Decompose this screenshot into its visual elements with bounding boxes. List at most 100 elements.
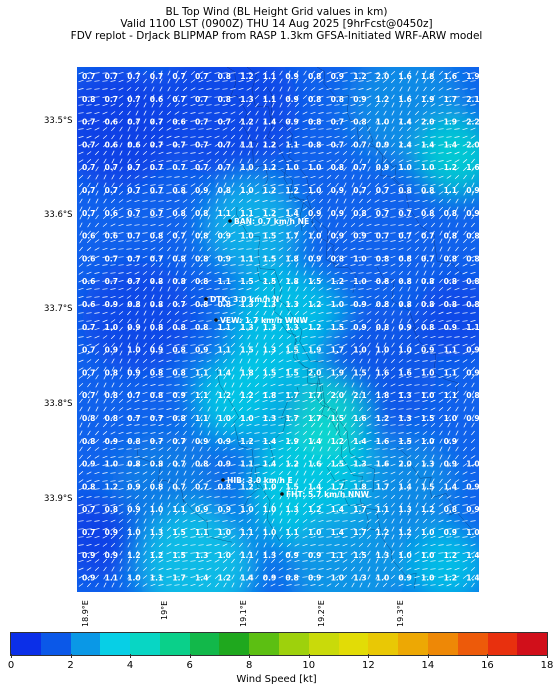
grid-value: 1.0: [240, 414, 253, 423]
colorbar-segment: [219, 633, 250, 655]
colorbar-tick-label: 6: [186, 660, 193, 671]
grid-value: 1.1: [331, 551, 344, 560]
grid-value: 2.1: [353, 391, 366, 400]
title-line-2: Valid 1100 LST (0900Z) THU 14 Aug 2025 […: [120, 18, 433, 30]
grid-value: 0.7: [150, 163, 163, 172]
grid-value: 1.5: [398, 437, 411, 446]
grid-value: 0.9: [105, 551, 118, 560]
colorbar-tick-label: 12: [361, 660, 375, 671]
grid-value: 0.8: [127, 300, 140, 309]
grid-value: 1.0: [466, 528, 479, 537]
station-label: VEW: 1.7 km/h WNW: [220, 316, 309, 325]
grid-value: 0.8: [127, 460, 140, 469]
grid-value: 1.3: [263, 346, 276, 355]
grid-value: 0.8: [444, 300, 457, 309]
grid-value: 0.7: [218, 140, 231, 149]
grid-value: 0.9: [127, 505, 140, 514]
colorbar-tick-label: 8: [246, 660, 253, 671]
grid-value: 1.0: [376, 346, 389, 355]
grid-value: 1.2: [444, 551, 457, 560]
colorbar-tick-mark: [308, 654, 310, 658]
grid-value: 1.0: [421, 528, 434, 537]
grid-value: 0.9: [331, 186, 344, 195]
grid-value: 0.7: [105, 254, 118, 263]
lat-label: 33.7°S: [44, 304, 73, 314]
grid-value: 1.0: [240, 186, 253, 195]
colorbar: [10, 632, 548, 656]
grid-value: 1.6: [444, 72, 457, 81]
grid-value: 1.7: [172, 574, 185, 583]
grid-value: 0.7: [353, 186, 366, 195]
grid-value: 1.7: [285, 232, 298, 241]
grid-value: 1.0: [105, 460, 118, 469]
grid-value: 0.7: [172, 95, 185, 104]
grid-value: 1.3: [240, 300, 253, 309]
grid-value: 0.8: [105, 505, 118, 514]
grid-value: 0.8: [172, 323, 185, 332]
grid-value: 1.2: [308, 300, 321, 309]
grid-value: 0.9: [218, 437, 231, 446]
grid-value: 1.4: [240, 574, 253, 583]
lon-label: 19.3°E: [396, 600, 405, 627]
grid-value: 1.5: [240, 346, 253, 355]
grid-value: 1.1: [240, 551, 253, 560]
grid-value: 0.8: [444, 254, 457, 263]
grid-value: 0.9: [466, 209, 479, 218]
colorbar-segment: [338, 633, 369, 655]
grid-value: 1.7: [331, 482, 344, 491]
grid-value: 0.7: [195, 72, 208, 81]
grid-value: 0.7: [127, 414, 140, 423]
grid-value: 1.0: [421, 391, 434, 400]
grid-value: 1.1: [218, 209, 231, 218]
grid-value: 0.7: [150, 72, 163, 81]
lon-label: 19°E: [160, 600, 169, 620]
colorbar-segment: [11, 633, 41, 655]
grid-value: 0.7: [172, 300, 185, 309]
grid-value: 0.7: [172, 163, 185, 172]
grid-value: 1.5: [285, 482, 298, 491]
grid-value: 1.0: [127, 528, 140, 537]
grid-value: 0.7: [105, 163, 118, 172]
station-marker: [228, 219, 232, 223]
grid-value: 1.0: [376, 118, 389, 127]
grid-value: 0.8: [308, 140, 321, 149]
grid-value: 1.5: [172, 528, 185, 537]
colorbar-tick-mark: [189, 654, 191, 658]
grid-value: 1.0: [263, 505, 276, 514]
grid-value: 0.6: [150, 95, 163, 104]
grid-value: 0.7: [150, 209, 163, 218]
lon-label: 19.2°E: [317, 600, 326, 627]
grid-value: 0.8: [195, 254, 208, 263]
colorbar-segment: [517, 633, 548, 655]
grid-value: 0.8: [376, 254, 389, 263]
grid-value: 1.3: [240, 95, 253, 104]
grid-value: 1.4: [331, 528, 344, 537]
grid-value: 1.4: [421, 140, 434, 149]
grid-value: 0.7: [172, 460, 185, 469]
grid-value: 1.2: [353, 72, 366, 81]
station-label: HIB: 3.0 km/h E: [227, 476, 293, 485]
grid-value: 1.8: [376, 391, 389, 400]
grid-value: 0.9: [444, 323, 457, 332]
grid-value: 1.6: [466, 163, 479, 172]
grid-value: 0.8: [218, 300, 231, 309]
grid-value: 2.0: [421, 118, 434, 127]
grid-value: 1.5: [308, 277, 321, 286]
grid-value: 1.0: [421, 574, 434, 583]
colorbar-tick-mark: [427, 654, 429, 658]
grid-value: 0.7: [150, 437, 163, 446]
grid-value: 1.4: [285, 209, 298, 218]
grid-value: 0.9: [353, 323, 366, 332]
grid-value: 0.8: [376, 323, 389, 332]
grid-value: 0.7: [376, 232, 389, 241]
grid-value: 0.7: [331, 140, 344, 149]
grid-value: 1.5: [421, 414, 434, 423]
grid-value: 1.6: [376, 437, 389, 446]
grid-value: 1.3: [398, 505, 411, 514]
grid-value: 0.9: [105, 300, 118, 309]
grid-value: 0.8: [172, 277, 185, 286]
grid-value: 1.0: [150, 505, 163, 514]
grid-value: 0.8: [444, 277, 457, 286]
station-marker: [204, 297, 208, 301]
grid-value: 1.0: [218, 414, 231, 423]
